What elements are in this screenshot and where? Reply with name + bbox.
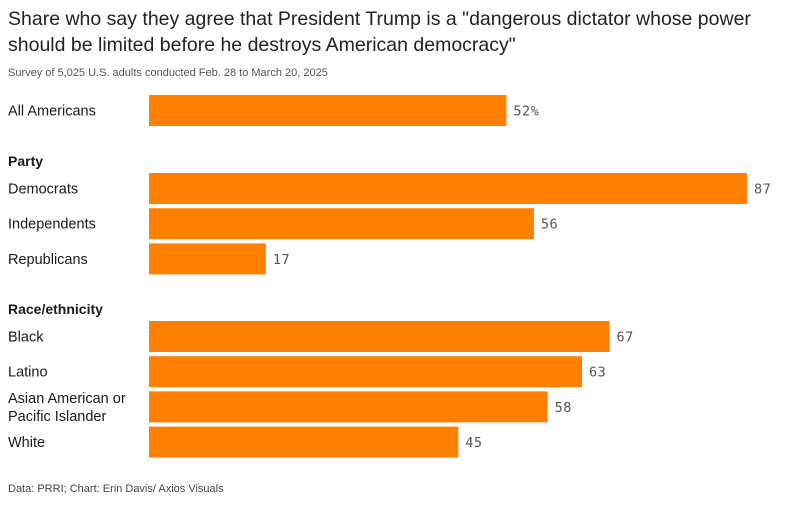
category-label: White	[8, 435, 45, 451]
category-label: All Americans	[8, 104, 96, 120]
chart-subtitle: Survey of 5,025 U.S. adults conducted Fe…	[8, 67, 328, 79]
bar	[149, 426, 459, 458]
value-label: 56	[541, 217, 558, 233]
value-label: 87	[754, 182, 771, 198]
bar	[149, 391, 548, 423]
bar	[149, 321, 610, 352]
category-label: Pacific Islander	[8, 409, 106, 425]
bar	[149, 173, 747, 204]
value-label: 17	[273, 252, 290, 268]
bar	[149, 356, 583, 388]
category-label: Republicans	[8, 252, 88, 268]
bar	[149, 243, 266, 275]
value-label: 52%	[513, 104, 539, 120]
chart-source: Data: PRRI; Chart: Erin Davis/ Axios Vis…	[8, 483, 224, 495]
bar	[149, 208, 534, 240]
value-label: 67	[617, 330, 634, 346]
bar	[149, 95, 507, 126]
group-heading: Race/ethnicity	[8, 301, 103, 317]
chart-title: Share who say they agree that President …	[8, 8, 751, 56]
value-label: 45	[465, 435, 482, 451]
category-label: Independents	[8, 217, 96, 233]
group-heading: Party	[8, 153, 43, 169]
value-label: 58	[555, 400, 572, 416]
category-label: Asian American or	[8, 391, 126, 407]
category-label: Democrats	[8, 182, 78, 198]
category-label: Black	[8, 330, 44, 346]
category-label: Latino	[8, 365, 48, 381]
value-label: 63	[589, 365, 606, 381]
